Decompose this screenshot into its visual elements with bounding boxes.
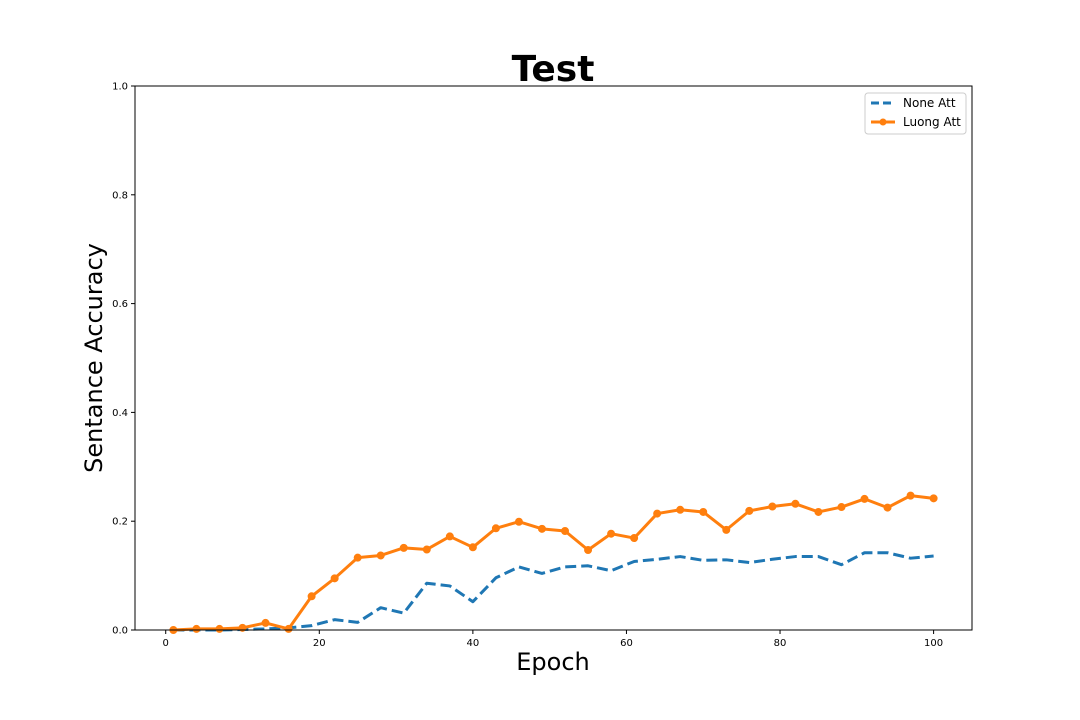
data-point-luong-att — [514, 517, 523, 526]
legend-label-luong-att: Luong Att — [903, 115, 961, 129]
y-tick-label: 0.0 — [112, 626, 128, 637]
x-axis-title: Epoch — [516, 648, 590, 676]
y-tick-label: 0.4 — [112, 408, 128, 419]
data-point-luong-att — [791, 499, 800, 508]
data-point-luong-att — [883, 503, 892, 512]
data-point-luong-att — [330, 574, 339, 583]
x-tick-label: 100 — [924, 638, 943, 649]
series-line-none-att — [173, 551, 934, 632]
x-tick-label: 20 — [313, 638, 326, 649]
plot-area: 0 20 40 60 80 100 0.0 0.2 0.4 0.6 0.8 1.0 — [112, 82, 973, 649]
y-axis-title: Sentance Accuracy — [80, 243, 108, 473]
data-point-luong-att — [837, 503, 846, 512]
data-point-luong-att — [561, 526, 570, 535]
data-point-luong-att — [860, 494, 869, 503]
data-point-luong-att — [192, 624, 201, 633]
data-point-luong-att — [537, 524, 546, 533]
data-point-luong-att — [215, 624, 224, 633]
y-tick-label: 0.2 — [112, 517, 128, 528]
data-point-luong-att — [491, 524, 500, 533]
x-tick-label: 80 — [774, 638, 787, 649]
y-tick-label: 0.6 — [112, 299, 128, 310]
data-point-luong-att — [445, 532, 454, 541]
chart-title: Test — [512, 49, 595, 90]
data-point-luong-att — [422, 545, 431, 554]
data-point-luong-att — [906, 491, 915, 500]
data-point-luong-att — [584, 546, 593, 555]
data-point-luong-att — [699, 507, 708, 516]
y-tick-label: 0.8 — [112, 190, 128, 201]
data-point-luong-att — [353, 553, 362, 562]
y-tick-label: 1.0 — [112, 82, 128, 93]
x-tick-label: 60 — [620, 638, 633, 649]
x-tick-label: 0 — [163, 638, 169, 649]
data-point-luong-att — [284, 624, 293, 633]
data-point-luong-att — [722, 525, 731, 534]
data-point-luong-att — [376, 551, 385, 560]
data-point-luong-att — [745, 506, 754, 515]
data-point-luong-att — [929, 494, 938, 503]
x-tick-label: 40 — [467, 638, 480, 649]
data-point-luong-att — [468, 543, 477, 552]
data-point-luong-att — [676, 505, 685, 514]
data-point-luong-att — [307, 592, 316, 601]
legend: None Att Luong Att — [864, 92, 967, 135]
legend-label-none-att: None Att — [903, 96, 956, 110]
data-point-luong-att — [607, 529, 616, 538]
data-point-luong-att — [630, 534, 639, 543]
data-point-luong-att — [814, 507, 823, 516]
legend-marker-luong-att — [879, 118, 887, 126]
data-point-luong-att — [261, 618, 270, 627]
series-line-luong-att — [173, 494, 934, 632]
data-point-luong-att — [653, 509, 662, 518]
axes-frame — [134, 85, 973, 631]
data-point-luong-att — [768, 502, 777, 511]
data-point-luong-att — [399, 543, 408, 552]
